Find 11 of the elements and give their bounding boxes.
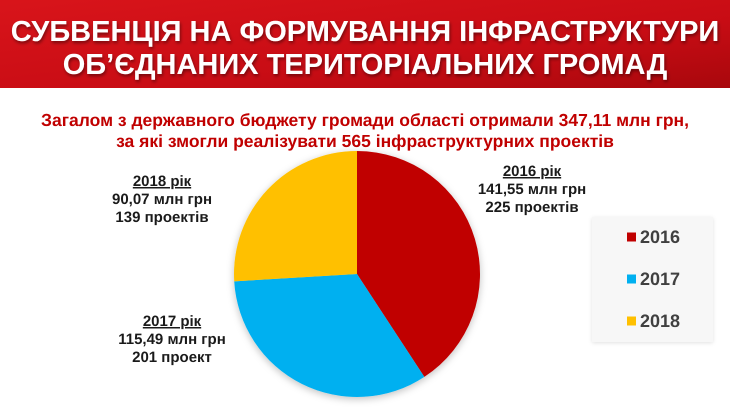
- legend-label: 2018: [640, 311, 680, 331]
- pie-slice: [234, 274, 424, 397]
- chart-title: СУБВЕНЦІЯ НА ФОРМУВАННЯ ІНФРАСТРУКТУРИ ОБ’ЄДНАНИХ ТЕРИТОРІАЛЬНИХ ГРОМАД: [10, 16, 720, 81]
- legend-label: 2017: [640, 269, 680, 289]
- data-label: 2016 рік 141,55 млн грн 225 проектів: [478, 163, 586, 216]
- pie-slice: [234, 151, 357, 282]
- data-label: 2017 рік 115,49 млн грн 201 проект: [118, 313, 226, 366]
- pie-slice: [357, 151, 480, 377]
- legend-label: 2016: [640, 227, 680, 247]
- chart-subtitle: Загалом з державного бюджету громади області отримали 347,11 млн грн, за які змогли реалізувати 565 інфраструктурних проектів: [41, 110, 689, 151]
- data-label: 2018 рік 90,07 млн грн 139 проектів: [112, 173, 212, 226]
